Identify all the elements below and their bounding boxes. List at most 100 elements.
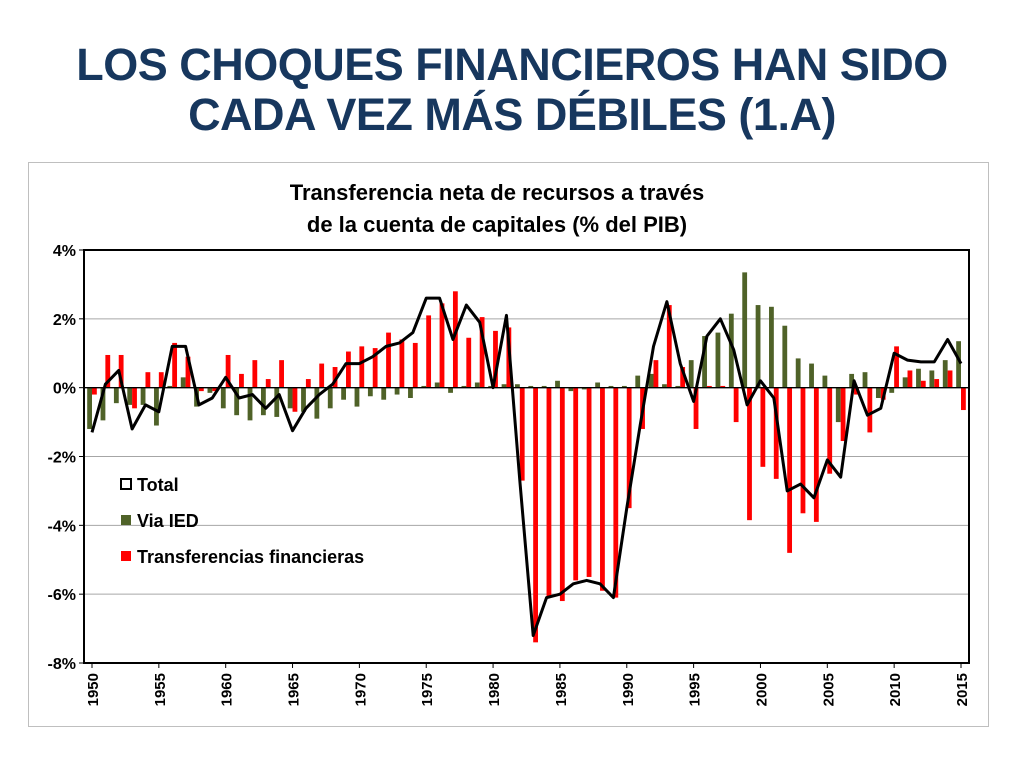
bar-via-ied: [461, 385, 467, 388]
bar-transferencias-financieras: [452, 291, 458, 388]
bar-via-ied: [875, 387, 881, 398]
bar-transferencias-financieras: [185, 356, 191, 388]
bar-via-ied: [809, 363, 814, 388]
bar-via-ied: [715, 332, 721, 388]
bar-transferencias-financieras: [265, 379, 271, 388]
bar-transferencias-financieras: [145, 372, 151, 388]
bar-transferencias-financieras: [212, 387, 218, 392]
bar-via-ied: [287, 387, 293, 409]
bar-via-ied: [929, 370, 935, 388]
bar-transferencias-financieras: [747, 387, 752, 521]
bar-via-ied: [621, 385, 627, 388]
bar-transferencias-financieras: [907, 370, 913, 388]
bar-via-ied: [849, 373, 855, 388]
bar-via-ied: [154, 387, 159, 426]
chart-title-line-1: Transferencia neta de recursos a través: [290, 180, 705, 205]
bar-via-ied: [581, 387, 587, 390]
bar-transferencias-financieras: [920, 380, 926, 388]
bar-via-ied: [742, 272, 748, 388]
y-tick-label: -6%: [48, 587, 76, 604]
bar-transferencias-financieras: [827, 387, 833, 474]
bar-transferencias-financieras: [773, 387, 779, 479]
y-tick-label: -8%: [48, 656, 76, 673]
bar-transferencias-financieras: [961, 387, 966, 411]
bar-transferencias-financieras: [800, 387, 806, 514]
bar-transferencias-financieras: [92, 387, 97, 395]
bar-via-ied: [314, 387, 320, 419]
bar-transferencias-financieras: [760, 387, 766, 467]
line-total: [90, 296, 963, 637]
bar-via-ied: [942, 360, 948, 388]
bar-transferencias-financieras: [586, 387, 592, 577]
bar-transferencias-financieras: [412, 342, 418, 388]
bar-via-ied: [234, 387, 240, 416]
bar-via-ied: [220, 387, 226, 409]
slide-title-line-2: CADA VEZ MÁS DÉBILES (1.A): [188, 89, 836, 140]
y-tick-label: 2%: [53, 312, 76, 329]
bar-via-ied: [301, 387, 306, 412]
bar-via-ied: [568, 387, 574, 392]
bar-transferencias-financieras: [947, 370, 953, 388]
legend-swatch-transferencias-financieras: [121, 551, 131, 561]
bar-transferencias-financieras: [840, 387, 846, 442]
bar-via-ied: [528, 385, 534, 388]
bar-transferencias-financieras: [787, 387, 793, 553]
plot-area-border: [83, 249, 970, 664]
bar-transferencias-financieras: [600, 387, 605, 591]
bar-via-ied: [207, 387, 213, 393]
bar-transferencias-financieras: [559, 387, 565, 602]
x-tick-label: 1970: [352, 673, 369, 706]
bar-via-ied: [648, 373, 654, 388]
legend-label: Via IED: [137, 511, 199, 531]
bar-via-ied: [755, 305, 761, 388]
bar-via-ied: [488, 385, 494, 388]
legend-label: Transferencias financieras: [137, 547, 364, 567]
bar-via-ied: [515, 384, 520, 388]
y-tick-label: 0%: [53, 381, 76, 398]
bar-via-ied: [140, 387, 146, 405]
bar-via-ied: [367, 387, 373, 397]
bar-transferencias-financieras: [573, 387, 579, 581]
chart-title-line-2: de la cuenta de capitales (% del PIB): [307, 212, 687, 237]
bar-via-ied: [408, 387, 413, 398]
bar-transferencias-financieras: [653, 360, 659, 388]
bar-transferencias-financieras: [666, 305, 672, 388]
bar-transferencias-financieras: [386, 332, 391, 388]
bar-transferencias-financieras: [359, 346, 365, 388]
y-tick-label: 4%: [53, 243, 76, 260]
bar-transferencias-financieras: [693, 387, 699, 429]
bar-via-ied: [260, 387, 266, 416]
bar-transferencias-financieras: [225, 354, 231, 388]
bar-transferencias-financieras: [279, 360, 284, 388]
bar-transferencias-financieras: [252, 360, 258, 388]
bar-transferencias-financieras: [613, 387, 619, 598]
x-tick-label: 2005: [820, 673, 837, 706]
bar-via-ied: [956, 341, 961, 388]
bar-via-ied: [916, 368, 921, 388]
bar-transferencias-financieras: [332, 367, 338, 388]
bar-via-ied: [127, 387, 133, 405]
bar-transferencias-financieras: [493, 330, 498, 388]
bar-via-ied: [795, 358, 801, 388]
bar-via-ied: [595, 382, 601, 388]
bar-via-ied: [555, 380, 560, 388]
bar-via-ied: [448, 387, 453, 393]
chart-canvas: Transferencia neta de recursos a través d…: [48, 180, 971, 706]
slide-title-line-1: LOS CHOQUES FINANCIEROS HAN SIDO: [76, 39, 948, 90]
bar-transferencias-financieras: [439, 303, 445, 388]
bar-via-ied: [889, 387, 895, 393]
bar-transferencias-financieras: [426, 315, 432, 388]
bar-transferencias-financieras: [372, 348, 378, 388]
legend-swatch-via-ied: [121, 515, 131, 525]
bar-transferencias-financieras: [626, 387, 632, 509]
legend-label: Total: [137, 475, 179, 495]
bar-via-ied: [675, 385, 681, 388]
bar-transferencias-financieras: [346, 351, 351, 388]
bar-transferencias-financieras: [813, 387, 819, 522]
bar-via-ied: [341, 387, 347, 400]
bar-via-ied: [354, 387, 360, 407]
x-tick-label: 1975: [419, 673, 436, 706]
bar-transferencias-financieras: [198, 387, 204, 392]
bar-transferencias-financieras: [546, 387, 552, 598]
bar-via-ied: [327, 387, 333, 409]
